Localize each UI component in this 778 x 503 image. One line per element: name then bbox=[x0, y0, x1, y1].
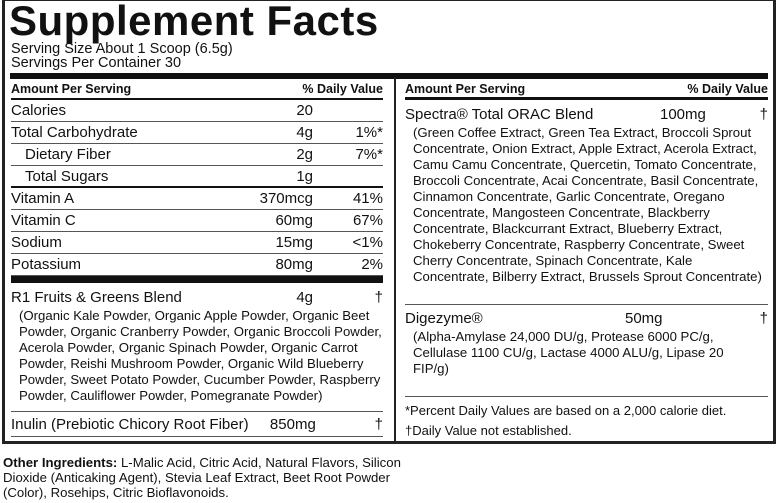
nutrient-name: Sodium bbox=[11, 234, 62, 251]
nutrient-row: Total Sugars 1g bbox=[11, 166, 383, 188]
nutrient-name: Vitamin C bbox=[11, 212, 76, 229]
nutrient-dv: <1% bbox=[352, 234, 383, 251]
blend-ingredients: (Organic Kale Powder, Organic Apple Powd… bbox=[11, 308, 383, 412]
amount-header: Amount Per Serving bbox=[405, 81, 526, 96]
nutrient-amount: 50mg bbox=[625, 309, 663, 327]
inulin-row: Inulin (Prebiotic Chicory Root Fiber) 85… bbox=[11, 412, 383, 437]
left-header: Amount Per Serving % Daily Value bbox=[11, 80, 383, 100]
nutrient-dv: † bbox=[759, 105, 768, 123]
nutrient-name: Total Carbohydrate bbox=[11, 124, 138, 141]
nutrient-amount: 4g bbox=[296, 124, 313, 141]
column-divider bbox=[394, 77, 396, 444]
nutrient-name: Vitamin A bbox=[11, 190, 75, 207]
digezyme-ingredients: (Alpha-Amylase 24,000 DU/g, Protease 600… bbox=[405, 329, 768, 397]
nutrient-row: Vitamin C 60mg 67% bbox=[11, 210, 383, 232]
nutrient-amount: 15mg bbox=[275, 234, 313, 251]
nutrient-name: Total Sugars bbox=[25, 167, 109, 185]
nutrient-row: Dietary Fiber 2g 7%* bbox=[11, 144, 383, 166]
servings-per-container: Servings Per Container 30 bbox=[11, 55, 182, 71]
nutrient-amount: 100mg bbox=[660, 105, 706, 123]
nutrient-name: Dietary Fiber bbox=[25, 146, 111, 163]
serving-size: Serving Size About 1 Scoop (6.5g) bbox=[11, 41, 233, 57]
amount-header: Amount Per Serving bbox=[11, 82, 132, 96]
nutrient-row: Sodium 15mg <1% bbox=[11, 232, 383, 254]
digezyme-row: Digezyme® 50mg † bbox=[405, 307, 768, 329]
other-ingredients-text: L-Malic Acid, Citric Acid, Natural Flavo… bbox=[3, 455, 401, 500]
supplement-facts-panel bbox=[2, 0, 776, 444]
nutrient-amount: 80mg bbox=[275, 256, 313, 273]
other-ingredients: Other Ingredients: L-Malic Acid, Citric … bbox=[3, 455, 403, 500]
dv-header: % Daily Value bbox=[687, 81, 768, 96]
nutrient-dv: 41% bbox=[352, 190, 383, 207]
nutrient-dv: † bbox=[374, 415, 383, 433]
nutrient-amount: 1g bbox=[296, 167, 313, 185]
section-rule bbox=[11, 276, 383, 283]
nutrient-name: Inulin (Prebiotic Chicory Root Fiber) bbox=[11, 415, 249, 433]
nutrient-name: R1 Fruits & Greens Blend bbox=[11, 288, 182, 306]
top-rule bbox=[10, 73, 768, 79]
footnote-dv-not-established: †Daily Value not established. bbox=[405, 423, 572, 438]
panel-title: Supplement Facts bbox=[9, 0, 379, 44]
nutrient-dv: 1%* bbox=[355, 124, 383, 141]
right-header: Amount Per Serving % Daily Value bbox=[405, 80, 768, 100]
spectra-row: Spectra® Total ORAC Blend 100mg † bbox=[405, 103, 768, 125]
nutrient-row: Vitamin A 370mcg 41% bbox=[11, 188, 383, 210]
nutrient-row: Potassium 80mg 2% bbox=[11, 254, 383, 276]
nutrient-name: Spectra® Total ORAC Blend bbox=[405, 105, 594, 123]
dv-header: % Daily Value bbox=[302, 82, 383, 96]
nutrient-name: Calories bbox=[11, 102, 67, 119]
nutrient-name: Potassium bbox=[11, 256, 82, 273]
other-ingredients-label: Other Ingredients: bbox=[3, 455, 118, 470]
nutrient-amount: 2g bbox=[296, 146, 313, 163]
nutrient-amount: 370mcg bbox=[259, 190, 313, 207]
blend-row: R1 Fruits & Greens Blend 4g † bbox=[11, 286, 383, 308]
nutrient-dv: 67% bbox=[352, 212, 383, 229]
nutrient-amount: 20 bbox=[296, 102, 313, 119]
spectra-ingredients: (Green Coffee Extract, Green Tea Extract… bbox=[405, 125, 768, 305]
nutrient-dv: 7%* bbox=[355, 146, 383, 163]
nutrient-amount: 4g bbox=[296, 288, 313, 306]
nutrient-row: Calories 20 bbox=[11, 100, 383, 122]
footnote-percent-dv: *Percent Daily Values are based on a 2,0… bbox=[405, 403, 727, 418]
nutrient-dv: 2% bbox=[361, 256, 383, 273]
nutrient-dv: † bbox=[759, 309, 768, 327]
nutrient-amount: 60mg bbox=[275, 212, 313, 229]
nutrient-row: Total Carbohydrate 4g 1%* bbox=[11, 122, 383, 144]
left-column: Amount Per Serving % Daily Value Calorie… bbox=[11, 80, 383, 437]
nutrient-name: Digezyme® bbox=[405, 309, 483, 327]
right-column: Amount Per Serving % Daily Value Spectra… bbox=[405, 80, 768, 441]
nutrient-dv: † bbox=[374, 288, 383, 306]
nutrient-amount: 850mg bbox=[269, 415, 316, 433]
